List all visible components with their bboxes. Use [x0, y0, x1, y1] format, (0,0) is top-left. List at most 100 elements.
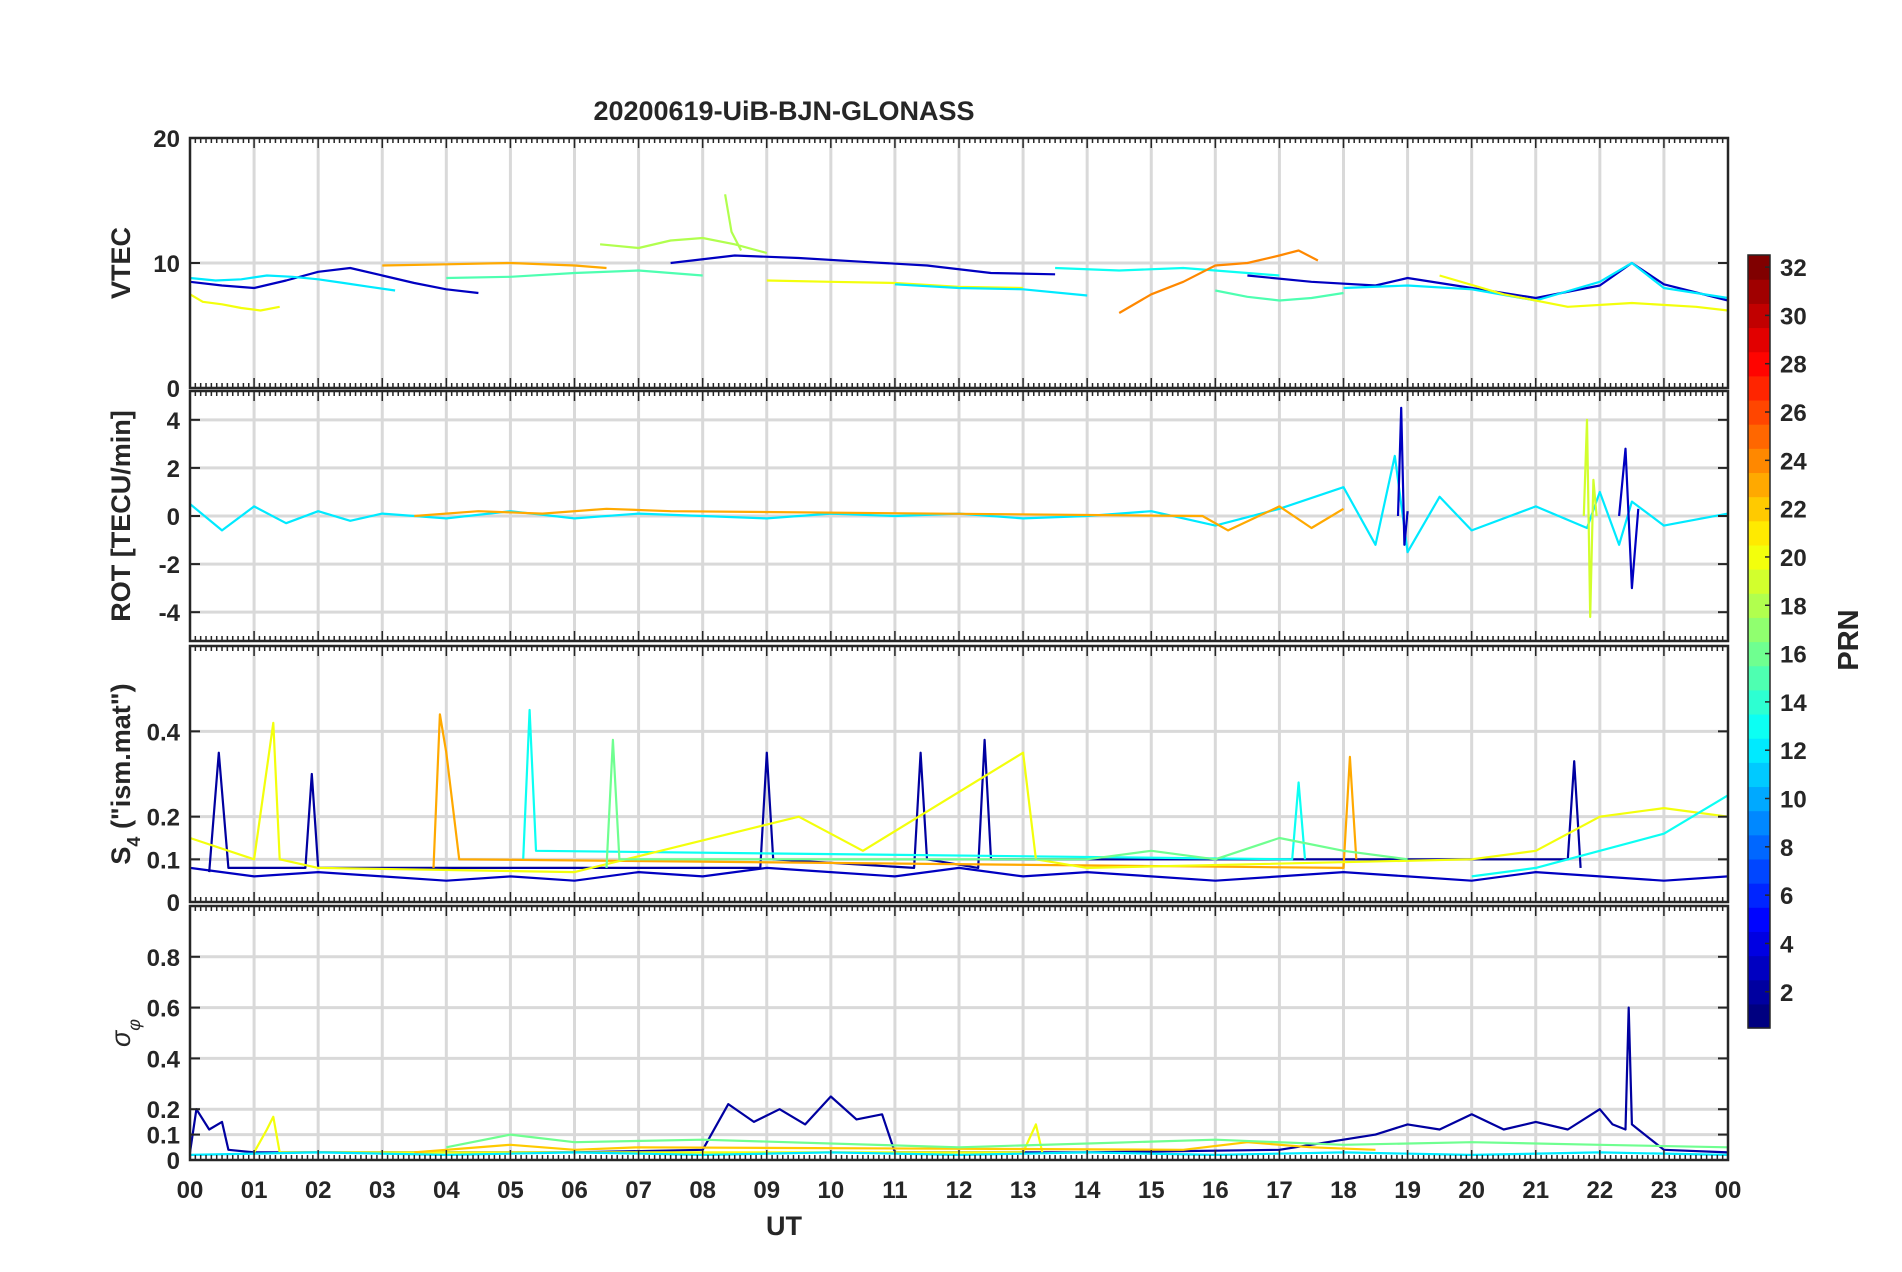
y-axis-label-sub: 4: [124, 837, 144, 847]
series-line-prn-3: [189, 866, 1729, 882]
y-tick-label: 0.6: [147, 996, 180, 1023]
y-axis-label-sub: φ: [124, 1019, 144, 1031]
y-axis-label-main: S: [106, 847, 136, 865]
series-line-prn-16: [446, 1133, 1729, 1149]
series-line-prn-18: [599, 236, 768, 255]
x-tick-label: 15: [1138, 1177, 1165, 1204]
series-line-prn-23: [432, 713, 1358, 870]
x-tick-label: 04: [433, 1177, 460, 1204]
x-tick-label: 02: [305, 1177, 332, 1204]
series-line-prn-15: [1215, 289, 1344, 302]
colorbar-tick-label: 28: [1780, 352, 1807, 379]
y-tick-label: 0: [167, 376, 180, 403]
series-line-prn-3: [1396, 406, 1409, 546]
y-tick-label: 20: [153, 126, 180, 153]
x-tick-label: 19: [1394, 1177, 1421, 1204]
y-tick-label: 0.8: [147, 945, 180, 972]
y-tick-label: 0: [167, 504, 180, 531]
x-tick-label: 05: [497, 1177, 524, 1204]
y-tick-label: -4: [159, 600, 181, 627]
panel-sigma-phi: 00.10.2 0.4 0.6 0.8 σφ 00 01 02 03 04 05 06 07 08 09 10…: [106, 904, 1741, 1204]
x-tick-label: 22: [1586, 1177, 1613, 1204]
series-line-prn-18: [724, 194, 743, 252]
y-axis-label-main: σ: [106, 1029, 136, 1047]
colorbar-swatch: [1748, 713, 1770, 739]
y-tick-label: 0.4: [147, 719, 181, 746]
colorbar-swatch: [1748, 424, 1770, 449]
colorbar-tick-label: 8: [1780, 835, 1793, 862]
colorbar-tick-label: 2: [1780, 980, 1793, 1007]
series-line-prn-13: [522, 708, 1307, 861]
x-tick-label: 16: [1202, 1177, 1229, 1204]
figure-title: 20200619-UiB-BJN-GLONASS: [593, 96, 974, 126]
series-line-prn-20: [189, 293, 280, 312]
grid: [190, 391, 1728, 641]
series-line-prn-3: [670, 254, 1056, 276]
x-ticks: [189, 906, 1729, 1160]
x-tick-label: 23: [1651, 1177, 1678, 1204]
panel-rot: -4 -2 0 2 4 ROT [TECU/min]: [106, 389, 1730, 643]
series-line-prn-13: [1471, 794, 1729, 878]
colorbar-swatch: [1748, 544, 1770, 570]
series-line-prn-20: [1439, 274, 1729, 312]
series-line-prn-22: [414, 1141, 1376, 1154]
colorbar-swatch: [1748, 279, 1770, 304]
colorbar-swatch: [1748, 810, 1770, 836]
colorbar-tick-label: 4: [1780, 931, 1794, 958]
series-group: [189, 708, 1729, 882]
colorbar-swatch: [1748, 569, 1770, 594]
colorbar-swatch: [1748, 255, 1770, 280]
x-tick-label: 21: [1522, 1177, 1549, 1204]
colorbar-tick-label: 26: [1780, 400, 1807, 427]
series-line-prn-23: [382, 261, 607, 270]
colorbar-swatch: [1748, 762, 1770, 788]
colorbar-tick-label: 22: [1780, 497, 1807, 524]
series-line-prn-12: [189, 274, 396, 292]
series-line-prn-23: [414, 505, 1345, 532]
x-tick-label: 03: [369, 1177, 396, 1204]
series-line-prn-15: [446, 269, 703, 280]
y-axis-label: S4 ("ism.mat"): [106, 683, 144, 864]
y-tick-label: 0: [167, 1148, 180, 1175]
colorbar-swatch: [1748, 617, 1770, 643]
x-tick-label: 06: [561, 1177, 588, 1204]
y-tick-label: 0.2: [147, 805, 180, 832]
x-tick-label: 13: [1010, 1177, 1037, 1204]
y-tick-label: -2: [159, 552, 180, 579]
series-line-prn-20: [189, 721, 1729, 874]
series-line-prn-3: [1618, 447, 1640, 590]
y-tick-label: 4: [167, 408, 181, 435]
colorbar-swatch: [1748, 303, 1770, 329]
colorbar-swatch: [1748, 858, 1770, 884]
panel-vtec: 0 10 20 VTEC: [106, 126, 1730, 403]
colorbar-swatch: [1748, 931, 1770, 957]
series-line-prn-24: [1118, 249, 1319, 314]
x-tick-label: 18: [1330, 1177, 1357, 1204]
y-axis-label: ROT [TECU/min]: [106, 410, 136, 621]
series-line-prn-12: [189, 454, 1729, 554]
series-line-prn-16: [605, 738, 1408, 868]
y-tick-label: 0.1: [147, 1123, 180, 1150]
colorbar-tick-label: 6: [1780, 883, 1793, 910]
series-line-prn-12: [1343, 261, 1729, 302]
x-tick-label: 11: [882, 1177, 907, 1204]
colorbar-swatch: [1748, 496, 1770, 522]
colorbar-swatch: [1748, 520, 1770, 546]
series-group: [189, 406, 1729, 619]
series-line-prn-19: [1582, 418, 1598, 619]
y-tick-label: 0: [167, 890, 180, 917]
x-ticks: [189, 391, 1729, 641]
series-line-prn-20: [766, 279, 1024, 290]
x-tick-label: 08: [689, 1177, 716, 1204]
colorbar-swatch: [1748, 375, 1770, 401]
colorbar-tick-label: 20: [1780, 545, 1807, 572]
x-tick-label: 12: [946, 1177, 973, 1204]
panel-s4: 00.10.20.4S4 ("ism.mat"): [106, 644, 1730, 917]
y-tick-label: 10: [153, 251, 180, 278]
colorbar-swatch: [1748, 907, 1770, 932]
y-axis-label-rest: ("ism.mat"): [106, 683, 136, 836]
colorbar-swatch: [1748, 448, 1770, 474]
grid: [190, 906, 1728, 1160]
